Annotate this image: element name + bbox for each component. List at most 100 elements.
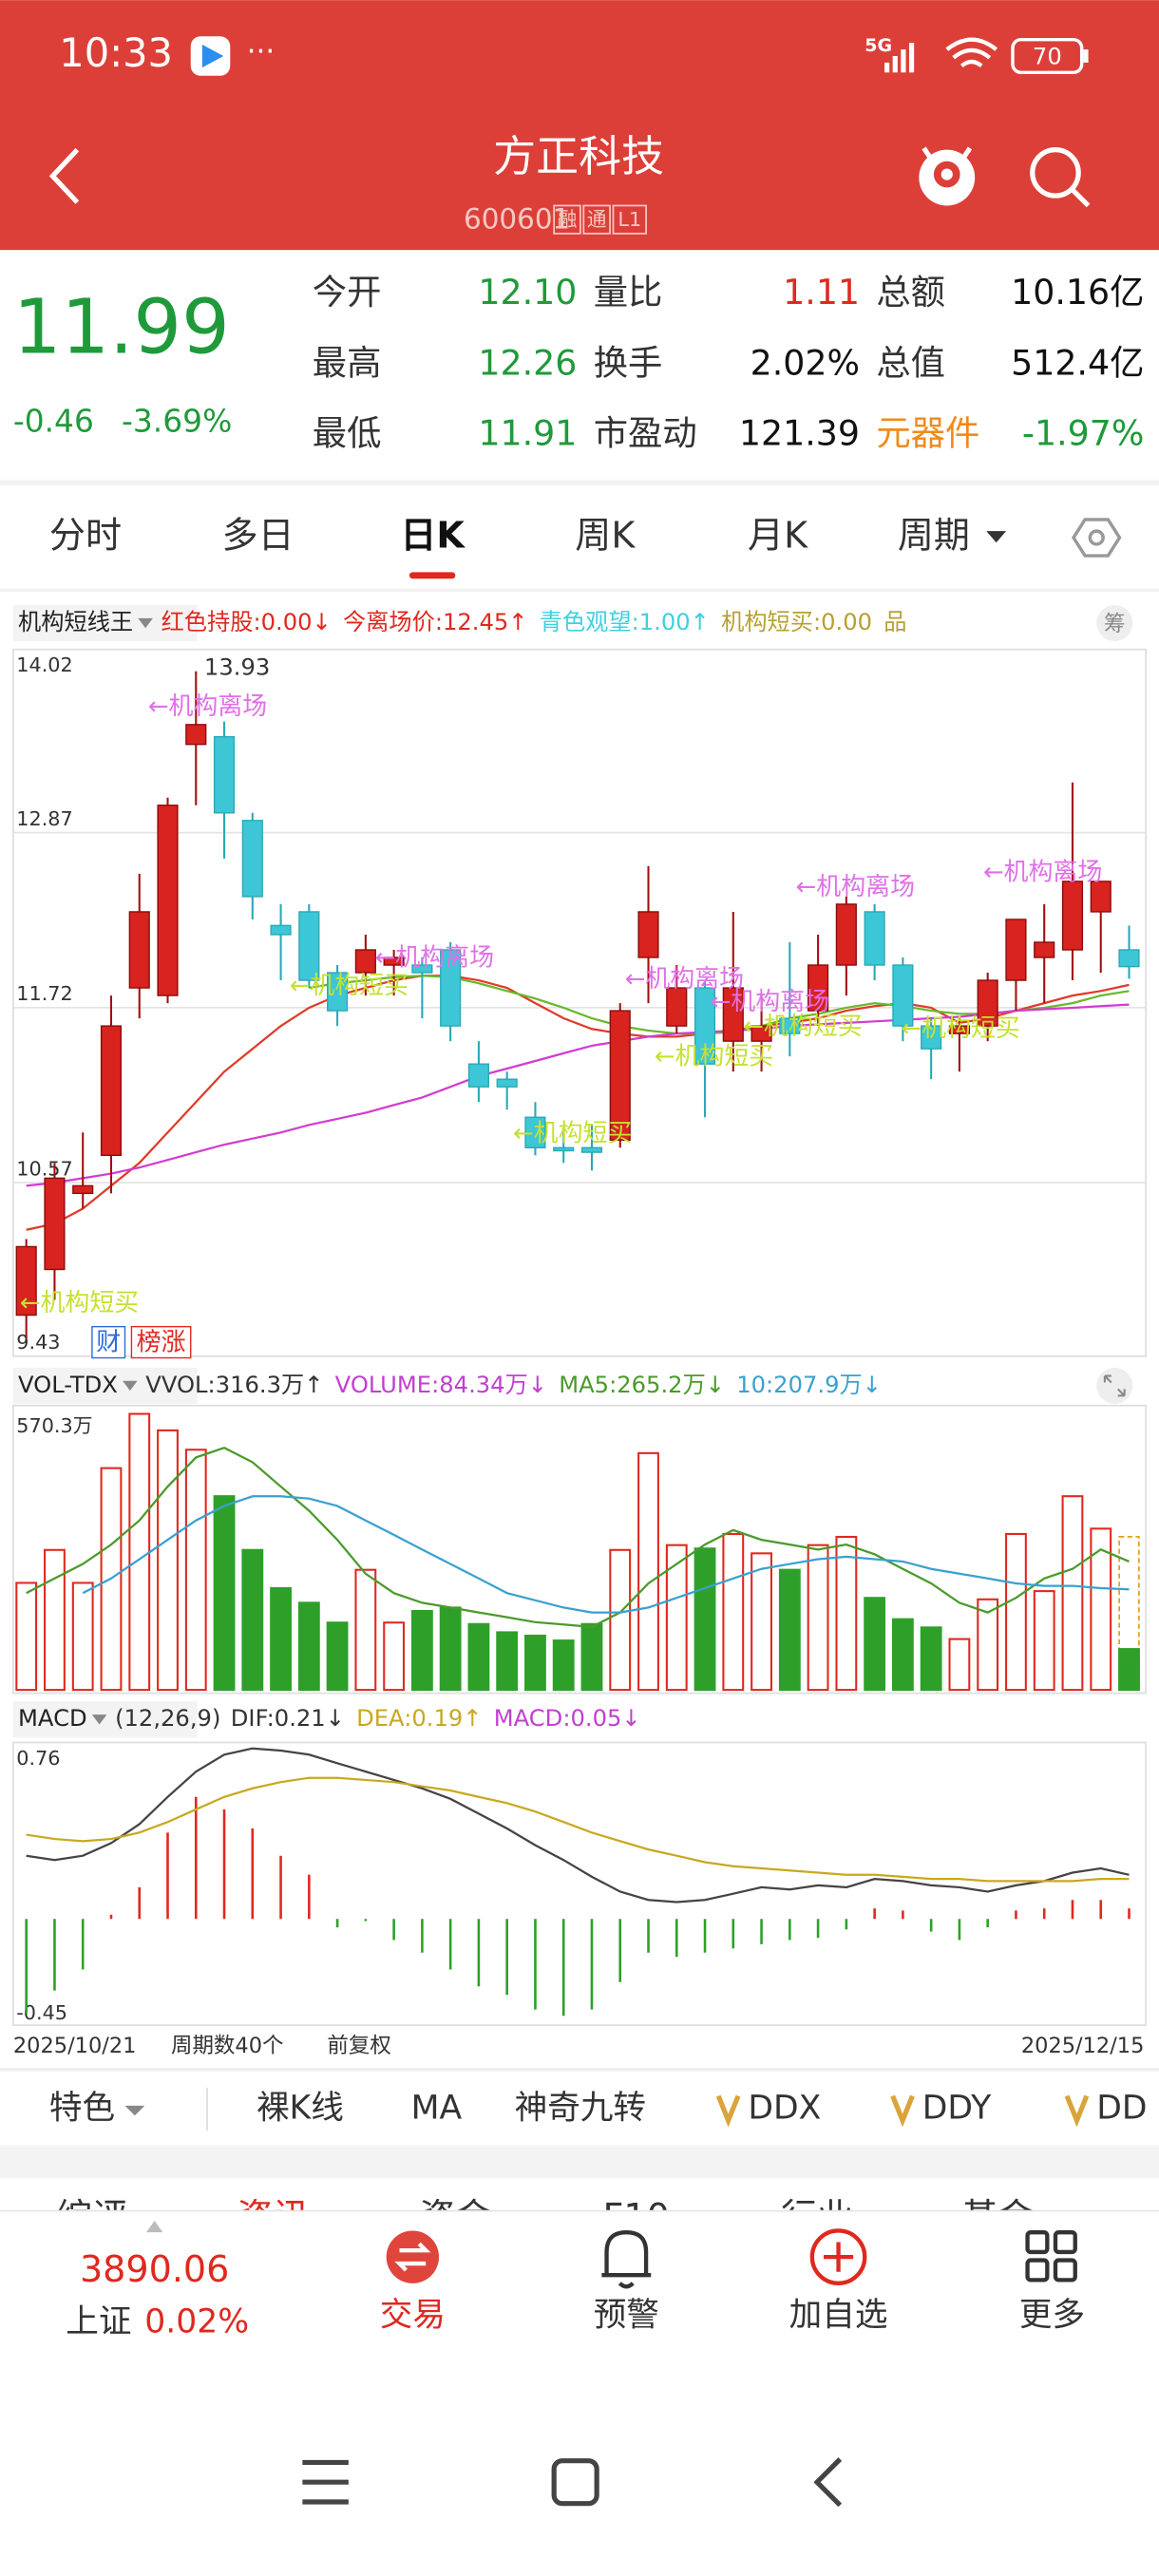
candle-body: [580, 1146, 603, 1153]
toolbar-item[interactable]: DDY: [922, 2089, 992, 2127]
badge[interactable]: 财: [96, 1328, 121, 1356]
sub-tab[interactable]: 资讯: [237, 2196, 309, 2238]
settings-icon[interactable]: [1071, 518, 1122, 558]
sub-tab[interactable]: 基金: [961, 2196, 1034, 2238]
volume-bar: [184, 1449, 207, 1692]
tab[interactable]: 周期: [898, 515, 970, 557]
toolbar-item[interactable]: DD: [1096, 2089, 1147, 2127]
network: 5G: [864, 35, 892, 56]
nav-label[interactable]: 交易: [380, 2296, 446, 2334]
volume-bar: [213, 1495, 236, 1692]
candle-body: [779, 1017, 801, 1034]
volume-bar: [354, 1568, 377, 1692]
volume-bar: [807, 1544, 829, 1692]
badge[interactable]: 榜涨: [137, 1328, 186, 1356]
legend-item: 品: [884, 609, 906, 635]
indicator-box: [12, 1701, 198, 1738]
annotation: ←机构短买: [743, 1013, 862, 1041]
indicator-name[interactable]: VOL-TDX: [18, 1372, 118, 1398]
home-button[interactable]: [551, 2458, 599, 2507]
stock-code: 600601: [464, 203, 570, 236]
dropdown-arrow: [123, 1380, 138, 1392]
gap: [0, 2145, 1159, 2179]
v-icon: [890, 2094, 915, 2128]
volume-bar: [467, 1622, 490, 1692]
sub-tab[interactable]: 综评: [56, 2196, 128, 2238]
side-button[interactable]: 筹: [1104, 612, 1125, 636]
toolbar-item[interactable]: 神奇九转: [515, 2089, 646, 2127]
menu-button[interactable]: [302, 2459, 349, 2505]
sub-tab[interactable]: F10: [603, 2196, 670, 2238]
bell-icon[interactable]: [601, 2230, 652, 2289]
tab-underline: [408, 572, 456, 579]
badge: L1: [618, 208, 641, 231]
field-value: 2.02%: [750, 342, 860, 383]
sub-tab[interactable]: 资金: [419, 2196, 491, 2238]
annotation: ←机构离场: [375, 944, 494, 973]
candle-body: [892, 964, 914, 1027]
tab[interactable]: 周K: [575, 515, 636, 557]
back-nav-button[interactable]: [813, 2457, 843, 2508]
candle-body: [213, 735, 236, 814]
annotation: ←机构离场: [983, 859, 1102, 887]
legend-item: DEA:0.19↑: [356, 1705, 482, 1732]
tab[interactable]: 日K: [400, 515, 466, 557]
nav-label[interactable]: 预警: [594, 2296, 659, 2334]
back-button[interactable]: [48, 147, 80, 204]
macd-line: [26, 1776, 1130, 1883]
field-label: 市盈动: [594, 413, 697, 454]
candle-body: [666, 987, 688, 1027]
annotation: ←机构短买: [20, 1289, 139, 1317]
candle-body: [722, 987, 744, 1042]
nav-label[interactable]: 加自选: [789, 2296, 888, 2334]
more-icon[interactable]: [1025, 2230, 1077, 2282]
expand-button[interactable]: [1096, 1367, 1133, 1404]
volume-bar: [694, 1547, 716, 1692]
toolbar-item[interactable]: MA: [411, 2089, 463, 2127]
sub-tab[interactable]: 行业: [781, 2196, 853, 2238]
volume-bar: [1005, 1532, 1027, 1692]
candle-body: [1005, 919, 1027, 981]
trade-icon[interactable]: [386, 2230, 440, 2283]
tab[interactable]: 月K: [748, 515, 808, 557]
candle-body: [1061, 881, 1084, 951]
candle-body: [524, 1116, 546, 1148]
search-icon[interactable]: [1030, 147, 1091, 208]
code-badges: 融通 L1: [553, 204, 647, 235]
divider: [0, 2068, 1159, 2072]
bottom-nav-bg: [0, 2210, 1159, 2576]
status-more: ···: [247, 35, 276, 69]
tab[interactable]: 多日: [222, 515, 294, 557]
panel-frame: [11, 648, 1148, 1357]
volume-bar: [580, 1622, 603, 1692]
volume-bar: [100, 1467, 123, 1692]
toolbar-item[interactable]: 裸K线: [256, 2089, 344, 2127]
badge: 通: [587, 208, 607, 231]
y-tick-label: -0.45: [16, 2001, 67, 2024]
index-value[interactable]: 3890.06: [80, 2248, 229, 2290]
divider: [0, 480, 1159, 485]
volume-ma-line: [26, 1446, 1130, 1628]
volume-bar: [128, 1412, 151, 1692]
robot-icon[interactable]: [919, 146, 976, 206]
volume-bar: [1090, 1527, 1112, 1692]
toolbar-item[interactable]: DDX: [748, 2089, 821, 2127]
field-label: 总值: [876, 342, 945, 383]
nav-label[interactable]: 更多: [1019, 2296, 1085, 2334]
volume-bar: [1061, 1495, 1084, 1692]
system-nav: [302, 2457, 843, 2508]
v-icon: [715, 2094, 741, 2128]
indicator-name[interactable]: 机构短线王: [18, 609, 133, 635]
field-label: 最高: [313, 342, 382, 383]
volume-bar: [665, 1544, 688, 1692]
side-button-bg[interactable]: [1096, 604, 1133, 642]
volume-bar: [977, 1598, 999, 1692]
candle-body: [1090, 881, 1112, 913]
candle-body: [100, 1025, 123, 1157]
toolbar-item[interactable]: 特色: [49, 2089, 115, 2127]
indicator-name[interactable]: MACD: [18, 1705, 87, 1732]
badge: 融: [558, 208, 578, 231]
tab[interactable]: 分时: [49, 515, 122, 557]
add-icon[interactable]: [809, 2228, 867, 2285]
